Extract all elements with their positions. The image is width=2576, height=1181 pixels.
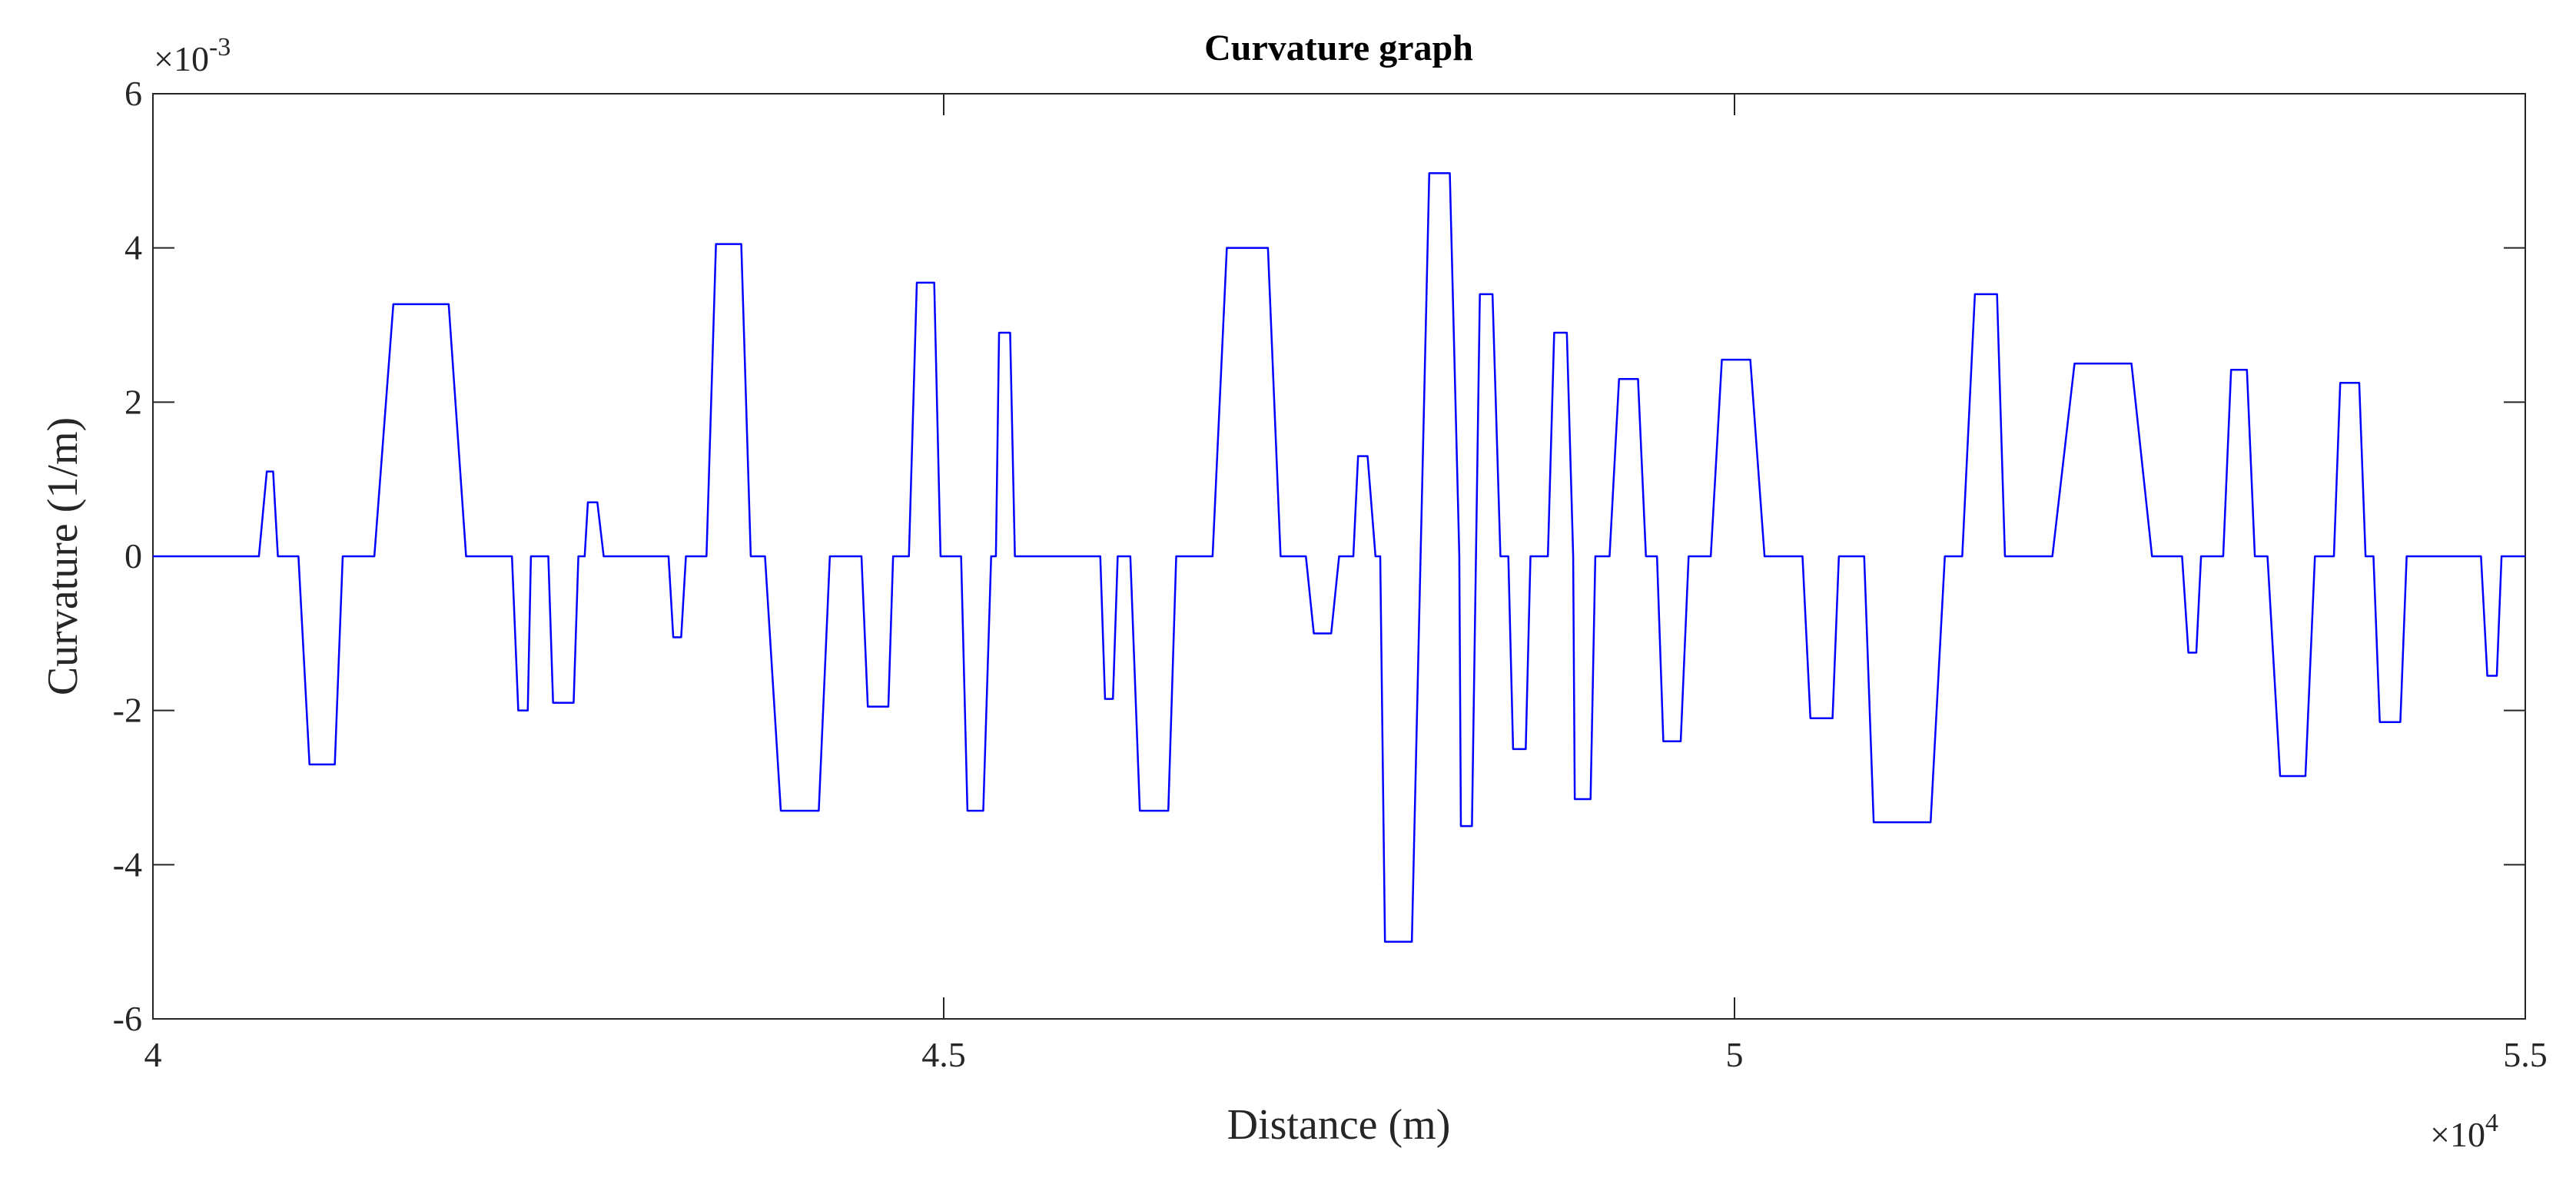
y-scale-exponent: -3 (209, 33, 231, 61)
x-tick-label: 5.5 (2503, 1035, 2548, 1074)
y-tick-label: 4 (124, 228, 142, 267)
y-axis-label: Curvature (1/m) (39, 417, 87, 695)
y-tick-label: 0 (124, 536, 142, 576)
chart-title: Curvature graph (1204, 28, 1473, 68)
y-tick-label: 6 (124, 74, 142, 113)
x-scale-label: ×104 (2430, 1109, 2498, 1154)
y-scale-label: ×10-3 (154, 33, 231, 78)
y-tick-label: 2 (124, 382, 142, 421)
x-tick-label: 4.5 (921, 1035, 966, 1074)
x-axis-label: Distance (m) (1227, 1101, 1451, 1149)
x-tick-label: 4 (144, 1035, 162, 1074)
y-tick-label: -2 (113, 691, 142, 730)
curvature-line (153, 172, 2525, 943)
y-tick-label: -6 (113, 999, 142, 1038)
x-tick-label: 5 (1726, 1035, 1744, 1074)
y-scale-base: ×10 (154, 39, 209, 78)
x-scale-base: ×10 (2430, 1115, 2485, 1154)
x-scale-exponent: 4 (2485, 1109, 2498, 1137)
y-tick-label: -4 (113, 844, 142, 884)
